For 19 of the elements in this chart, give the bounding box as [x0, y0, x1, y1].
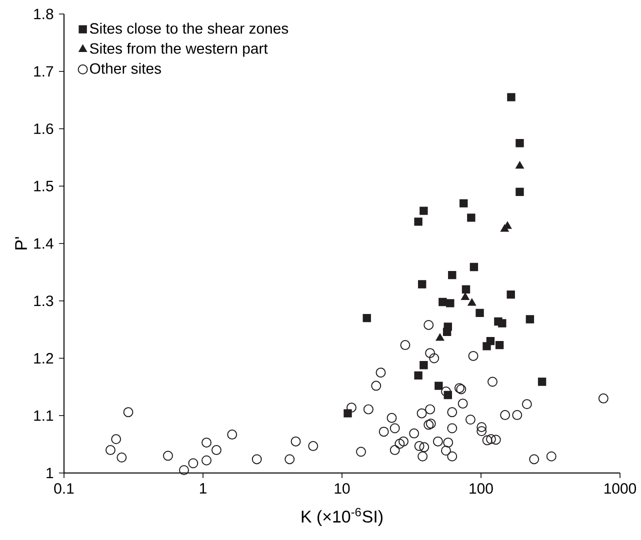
legend-label: Sites close to the shear zones — [90, 22, 288, 34]
y-tick-label: 1.6 — [34, 123, 54, 134]
x-tick-label: 10 — [334, 483, 350, 494]
y-tick-label: 1.1 — [34, 410, 54, 421]
legend-label: Other sites — [90, 62, 161, 74]
y-tick-label: 1.2 — [34, 353, 54, 364]
x-tick-label: 1 — [200, 483, 206, 494]
x-axis-title: K (×10$^{-6}$SI) — [302, 508, 382, 526]
y-axis-title: P' — [15, 237, 27, 250]
x-tick-label: 1000 — [604, 483, 636, 494]
y-tick-label: 1.4 — [34, 238, 54, 249]
y-tick-label: 1.5 — [34, 180, 54, 192]
y-tick-label: 1.8 — [34, 8, 54, 20]
legend-label: Sites from the western part — [90, 42, 268, 57]
y-tick-label: 1 — [46, 468, 54, 478]
y-tick-label: 1.7 — [34, 66, 54, 77]
y-tick-label: 1.3 — [34, 296, 54, 306]
x-tick-label: 0.1 — [54, 483, 74, 494]
x-tick-label: 100 — [470, 483, 493, 494]
